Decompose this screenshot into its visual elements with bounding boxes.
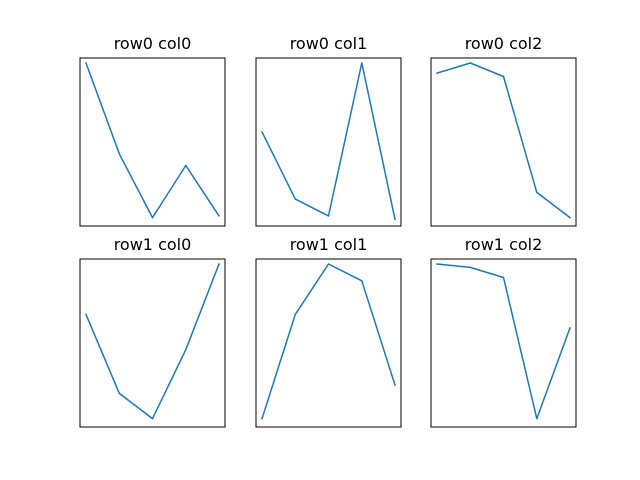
data-point (294, 313, 297, 316)
data-point (436, 72, 438, 74)
subplot-frame (430, 57, 577, 227)
data-point (569, 216, 571, 219)
data-point (536, 417, 538, 420)
data-point (469, 62, 472, 64)
subplot-title: row1 col1 (290, 235, 368, 254)
data-point (85, 313, 87, 316)
data-point (327, 215, 330, 217)
subplot-row1-col1: row1 col1 (255, 235, 402, 428)
data-point (394, 384, 396, 386)
subplot-title: row0 col1 (290, 34, 368, 53)
subplot-frame (430, 258, 577, 428)
subplot-row1-col2: row1 col2 (430, 235, 577, 428)
data-point (436, 263, 438, 265)
subplot-frame (255, 57, 402, 227)
subplot-row0-col2: row0 col2 (430, 34, 577, 227)
subplot-frame (255, 258, 402, 428)
data-point (469, 266, 472, 269)
data-point (118, 392, 121, 395)
data-point (218, 215, 220, 217)
data-point (502, 276, 505, 279)
subplot-row0-col1: row0 col1 (255, 34, 402, 227)
data-point (261, 417, 263, 420)
subplot-title: row0 col2 (465, 34, 543, 53)
subplot-frame (79, 258, 226, 428)
subplot-title: row0 col0 (114, 34, 192, 53)
subplot-title: row1 col0 (114, 235, 192, 254)
data-point (327, 263, 330, 265)
subplot-row1-col0: row1 col0 (79, 235, 226, 428)
data-point (361, 280, 363, 282)
data-point (151, 417, 154, 420)
data-point (185, 348, 187, 351)
data-point (502, 75, 505, 78)
data-point (261, 131, 263, 133)
subplot-row0-col0: row0 col0 (79, 34, 226, 227)
data-point (151, 216, 154, 219)
data-point (361, 62, 363, 64)
data-point (536, 191, 538, 194)
data-point (294, 198, 297, 200)
data-point (218, 263, 220, 265)
subplot-title: row1 col2 (465, 235, 543, 254)
data-point (569, 327, 571, 329)
data-point (185, 164, 187, 167)
data-point (118, 153, 121, 155)
data-point (85, 62, 87, 64)
subplot-frame (79, 57, 226, 227)
data-point (394, 218, 396, 221)
